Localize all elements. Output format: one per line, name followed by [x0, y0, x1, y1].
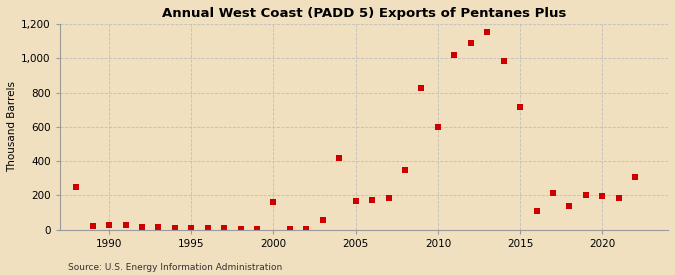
Y-axis label: Thousand Barrels: Thousand Barrels — [7, 81, 17, 172]
Text: Source: U.S. Energy Information Administration: Source: U.S. Energy Information Administ… — [68, 263, 281, 272]
Title: Annual West Coast (PADD 5) Exports of Pentanes Plus: Annual West Coast (PADD 5) Exports of Pe… — [162, 7, 566, 20]
